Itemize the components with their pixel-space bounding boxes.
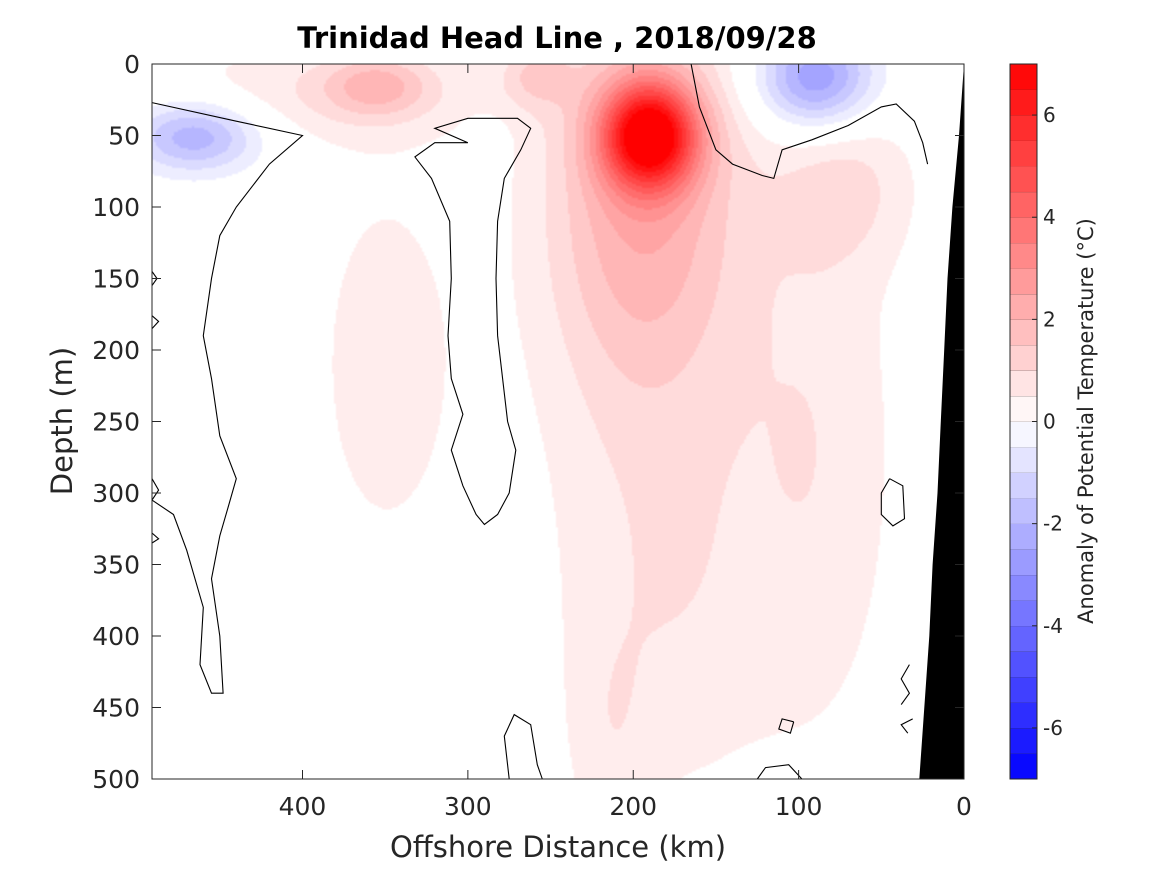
y-tick-label: 300: [92, 479, 140, 508]
colorbar-label: Anomaly of Potential Temperature (°C): [1074, 218, 1098, 624]
zero-contour-line: [756, 764, 803, 780]
y-axis: 0 50 100 150 200 250 300 350 400 450 500: [92, 50, 964, 794]
y-axis-label: Depth (m): [45, 347, 79, 495]
y-tick-label: 350: [92, 551, 140, 580]
colorbar: 6 4 2 0 -2 -4 -6: [1009, 63, 1063, 780]
x-axis-label: Offshore Distance (km): [390, 830, 726, 864]
zero-contour-line: [503, 713, 543, 780]
colorbar-tick-label: 2: [1043, 307, 1056, 331]
colorbar-tick-label: 4: [1043, 205, 1056, 229]
colorbar-level: [1010, 727, 1037, 754]
colorbar-level: [1010, 115, 1037, 141]
x-tick-label: 0: [956, 792, 972, 821]
colorbar-level: [1010, 523, 1037, 550]
colorbar-level: [1010, 702, 1037, 729]
colorbar-level: [1010, 370, 1037, 397]
colorbar-level: [1010, 395, 1037, 422]
y-tick-label: 50: [108, 122, 140, 151]
y-tick-label: 250: [92, 408, 140, 437]
colorbar-level: [1010, 472, 1037, 499]
y-tick-label: 200: [92, 336, 140, 365]
zero-contour-line: [414, 117, 532, 526]
y-tick-label: 400: [92, 622, 140, 651]
colorbar-tick-label: -4: [1043, 614, 1063, 638]
colorbar-level: [1010, 651, 1037, 678]
colorbar-level: [1010, 625, 1037, 652]
colorbar-level: [1010, 191, 1037, 218]
y-tick-label: 0: [124, 50, 140, 79]
colorbar-level: [1010, 293, 1037, 320]
plot-area: [151, 63, 965, 780]
zero-contour-line: [880, 478, 906, 527]
colorbar-tick-label: -2: [1043, 512, 1063, 536]
zero-contour-line: [151, 315, 160, 329]
x-axis: 400 300 200 100 0: [279, 64, 972, 821]
colorbar-level: [1010, 549, 1037, 576]
colorbar-level: [1010, 574, 1037, 601]
temperature-anomaly-field: [152, 64, 964, 779]
zero-contour-line: [778, 718, 795, 734]
zero-contour-line: [151, 532, 160, 544]
y-tick-label: 500: [92, 765, 140, 794]
colorbar-level: [1010, 498, 1037, 524]
colorbar-level: [1010, 89, 1037, 116]
colorbar-level: [1010, 447, 1037, 473]
y-tick-label: 150: [92, 265, 140, 294]
colorbar-level: [1010, 242, 1037, 269]
colorbar-tick-label: 0: [1043, 410, 1056, 434]
zero-contour-line: [900, 718, 913, 734]
colorbar-level: [1010, 140, 1037, 167]
y-tick-label: 450: [92, 694, 140, 723]
colorbar-level: [1010, 64, 1037, 90]
x-tick-label: 300: [444, 792, 492, 821]
x-tick-label: 200: [609, 792, 657, 821]
x-tick-label: 400: [279, 792, 327, 821]
colorbar-tick-label: -6: [1043, 716, 1063, 740]
zero-contour-line: [151, 102, 304, 694]
colorbar-level: [1010, 676, 1037, 703]
zero-contours: [151, 63, 929, 780]
zero-contour-line: [151, 478, 160, 501]
colorbar-tick-label: 6: [1043, 103, 1056, 127]
colorbar-level: [1010, 319, 1037, 346]
colorbar-level: [1010, 268, 1037, 295]
zero-contour-line: [900, 664, 911, 705]
colorbar-level: [1010, 166, 1037, 192]
x-tick-label: 100: [775, 792, 823, 821]
colorbar-level: [1010, 421, 1037, 448]
colorbar-level: [1010, 217, 1037, 244]
chart-title: Trinidad Head Line , 2018/09/28: [297, 21, 817, 55]
colorbar-level: [1010, 600, 1037, 627]
bathymetry-mask: [919, 64, 964, 779]
colorbar-level: [1010, 753, 1037, 780]
y-tick-label: 100: [92, 193, 140, 222]
zero-contour-line: [690, 63, 929, 180]
colorbar-level: [1010, 344, 1037, 371]
